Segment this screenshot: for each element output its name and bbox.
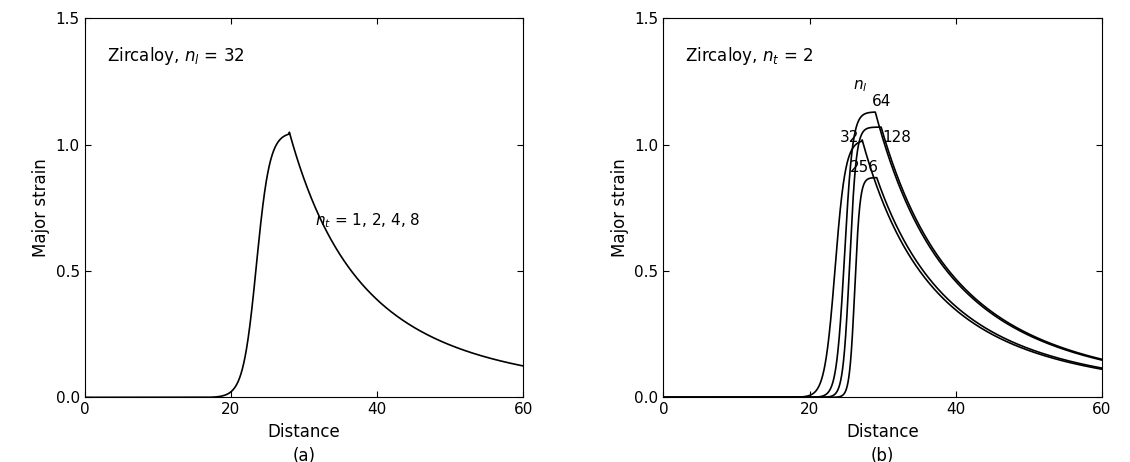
Y-axis label: Major strain: Major strain bbox=[611, 158, 629, 257]
X-axis label: Distance: Distance bbox=[846, 423, 919, 441]
Text: $n_t$ = 1, 2, 4, 8: $n_t$ = 1, 2, 4, 8 bbox=[315, 212, 420, 230]
Text: (a): (a) bbox=[293, 447, 315, 462]
Text: 64: 64 bbox=[871, 94, 890, 109]
Text: $n_l$: $n_l$ bbox=[853, 79, 868, 94]
Text: 32: 32 bbox=[840, 130, 860, 145]
Text: 256: 256 bbox=[850, 160, 879, 175]
Text: (b): (b) bbox=[871, 447, 894, 462]
Text: 128: 128 bbox=[883, 130, 912, 145]
Text: Zircaloy, $n_l$ = 32: Zircaloy, $n_l$ = 32 bbox=[106, 45, 244, 67]
Text: Zircaloy, $n_t$ = 2: Zircaloy, $n_t$ = 2 bbox=[685, 45, 814, 67]
X-axis label: Distance: Distance bbox=[268, 423, 340, 441]
Y-axis label: Major strain: Major strain bbox=[33, 158, 50, 257]
